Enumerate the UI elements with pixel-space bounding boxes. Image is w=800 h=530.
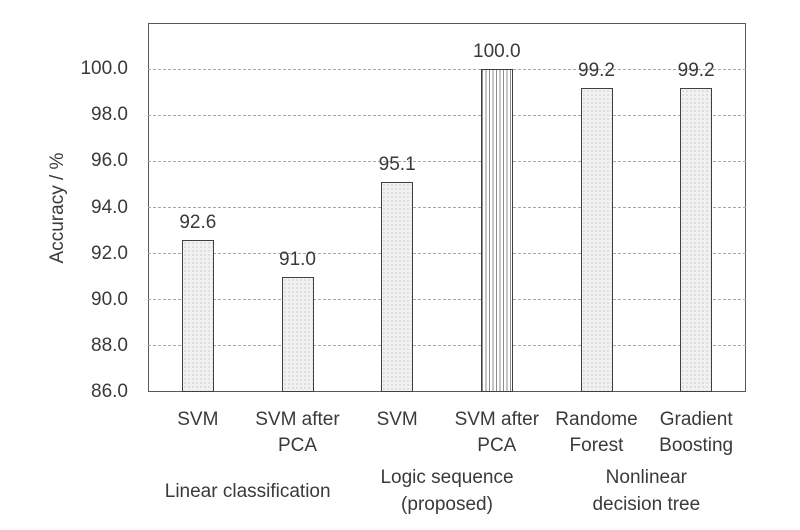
bar	[680, 87, 713, 392]
gridline	[148, 207, 746, 208]
group-label: Logic sequence (proposed)	[347, 464, 546, 518]
y-tick-label: 94.0	[91, 196, 128, 218]
bar-value-label: 100.0	[473, 41, 521, 63]
category-label-line: SVM after	[255, 409, 340, 430]
bar	[480, 69, 513, 392]
gridline	[148, 68, 746, 70]
gridline	[148, 345, 746, 347]
bar	[381, 182, 414, 392]
gridline	[148, 160, 746, 162]
bar	[281, 276, 314, 392]
category-label: SVM after PCA	[447, 407, 547, 459]
category-label: SVM	[347, 407, 447, 433]
bar-value-label: 91.0	[279, 248, 316, 270]
category-label-line: SVM after	[454, 409, 540, 430]
y-tick-label: 88.0	[91, 334, 128, 356]
group-label: Nonlinear decision tree	[547, 464, 746, 518]
group-label-line: decision tree	[592, 494, 701, 515]
y-tick-label: 96.0	[91, 150, 128, 172]
bar-value-label: 99.2	[578, 59, 615, 81]
y-tick-label: 98.0	[91, 104, 128, 126]
bar-value-label: 95.1	[378, 154, 416, 176]
category-label: SVM	[148, 407, 248, 433]
bar-value-label: 92.6	[179, 211, 217, 233]
category-label-line: SVM	[376, 409, 418, 430]
category-label: Randome Forest	[547, 407, 647, 459]
category-label-line: PCA	[477, 435, 517, 456]
gridline	[148, 253, 746, 255]
gridline	[148, 299, 746, 301]
group-label-line: Logic sequence	[380, 467, 514, 488]
category-label: SVM after PCA	[248, 407, 348, 459]
y-tick-label: 92.0	[91, 242, 128, 264]
y-tick-label: 86.0	[91, 381, 128, 402]
y-tick-label: 100.0	[80, 58, 128, 80]
category-label-line: PCA	[277, 435, 318, 456]
category-label-line: Randome	[555, 409, 638, 430]
bar	[580, 87, 613, 392]
bar	[181, 239, 214, 392]
category-label-line: Gradient	[659, 409, 733, 430]
category-label-line: Boosting	[659, 435, 734, 456]
category-label-line: SVM	[177, 409, 219, 430]
category-label-line: Forest	[569, 435, 624, 456]
bar-value-label: 99.2	[677, 59, 715, 81]
group-label-line: Nonlinear	[605, 467, 687, 488]
category-label: Gradient Boosting	[646, 407, 746, 459]
y-tick-label: 90.0	[91, 288, 128, 310]
group-label-line: (proposed)	[401, 494, 493, 515]
group-label: Linear classification	[148, 464, 347, 518]
group-label-line: Linear classification	[164, 480, 331, 502]
gridline	[148, 114, 746, 116]
